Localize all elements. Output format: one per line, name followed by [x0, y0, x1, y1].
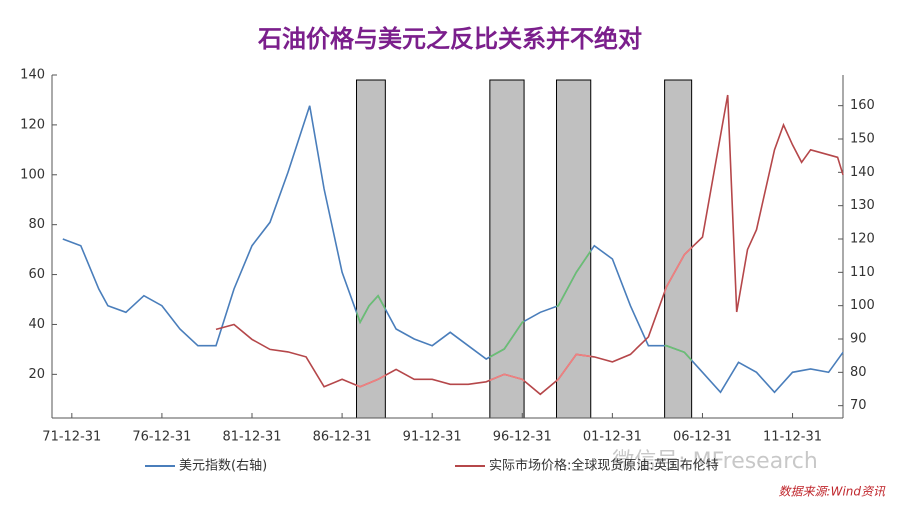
y-tick-label: 80	[28, 217, 45, 232]
x-tick-label: 06-12-31	[673, 430, 732, 445]
y2-tick-label: 130	[850, 198, 875, 213]
x-tick-label: 11-12-31	[763, 430, 822, 445]
y2-tick-label: 70	[850, 398, 867, 413]
x-tick-label: 96-12-31	[493, 430, 552, 445]
y2-tick-label: 140	[850, 165, 875, 180]
series-highlight	[356, 94, 692, 396]
y-tick-label: 120	[20, 117, 45, 132]
y-tick-label: 140	[20, 68, 45, 83]
legend-label: 实际市场价格:全球现货原油:英国布伦特	[489, 458, 719, 474]
source: 数据来源:Wind资讯	[779, 485, 886, 499]
y2-tick-label: 80	[850, 365, 867, 380]
y-tick-label: 40	[28, 317, 45, 332]
y-tick-label: 100	[20, 167, 45, 182]
shaded-period	[556, 79, 592, 419]
shaded-period	[664, 79, 693, 419]
y-tick-label: 60	[28, 267, 45, 282]
shaded-period	[489, 79, 525, 419]
shaded-period	[356, 79, 386, 419]
chart-title: 石油价格与美元之反比关系并不绝对	[257, 25, 642, 53]
x-tick-label: 81-12-31	[222, 430, 281, 445]
y2-tick-label: 100	[850, 298, 875, 313]
x-tick-label: 86-12-31	[313, 430, 372, 445]
legend-label: 美元指数(右轴)	[179, 459, 267, 474]
y2-tick-label: 90	[850, 332, 867, 347]
y2-tick-label: 160	[850, 98, 875, 113]
series-line	[62, 105, 844, 394]
x-tick-label: 71-12-31	[42, 430, 101, 445]
x-tick-label: 91-12-31	[403, 430, 462, 445]
y2-tick-label: 110	[850, 265, 875, 280]
series-line	[215, 94, 844, 396]
y-tick-label: 20	[28, 367, 45, 382]
y2-tick-label: 120	[850, 232, 875, 247]
x-tick-label: 01-12-31	[583, 430, 642, 445]
y2-tick-label: 150	[850, 132, 875, 147]
x-tick-label: 76-12-31	[132, 430, 191, 445]
watermark: 微信号: MFresearch	[612, 449, 818, 474]
series-highlight	[356, 105, 692, 394]
